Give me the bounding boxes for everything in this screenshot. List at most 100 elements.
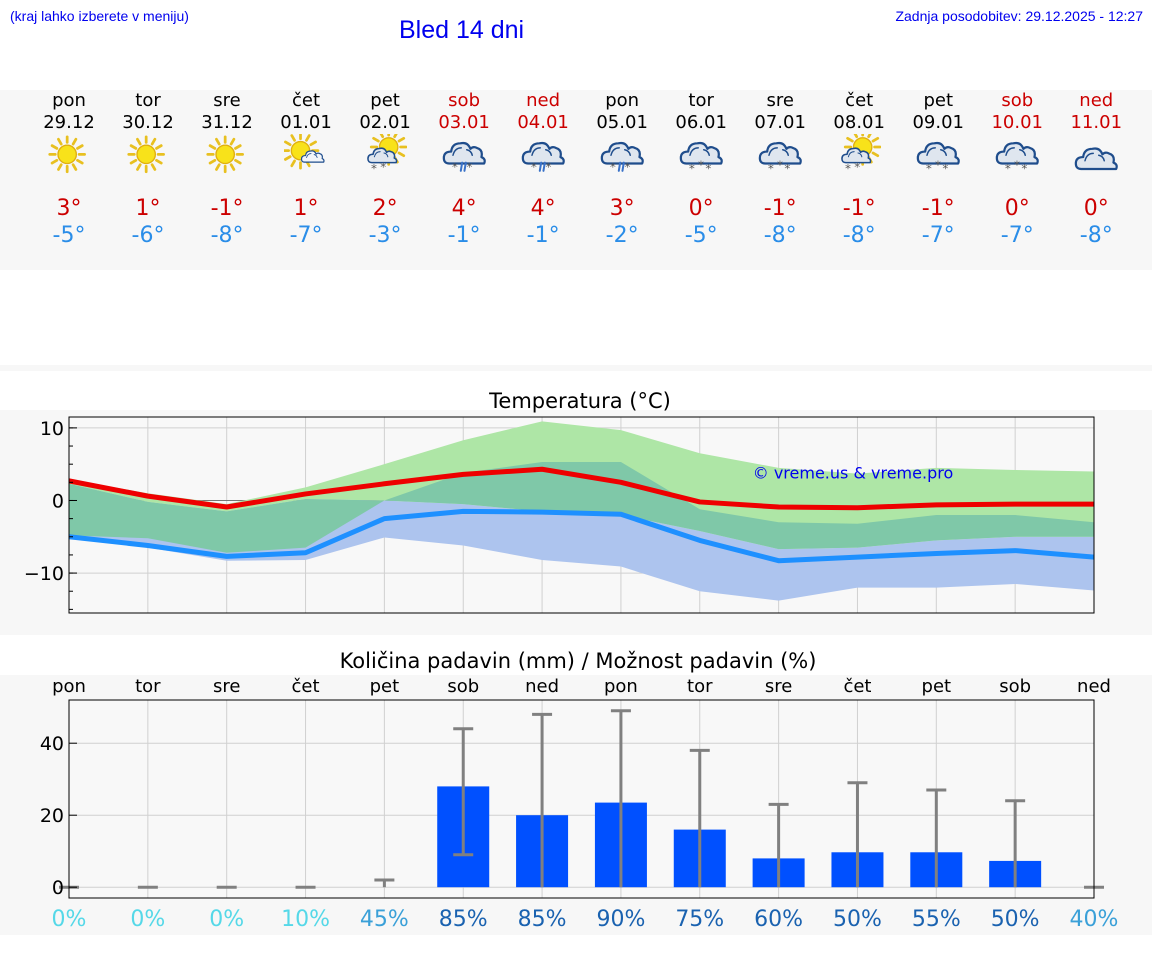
- day-column: pet 02.01 * * 2° -3°: [345, 90, 425, 248]
- precip-probability: 0%: [209, 907, 244, 932]
- cloud-sleet-icon: * *: [442, 141, 486, 174]
- precip-day-label: tor: [687, 676, 713, 697]
- temp-max: 0°: [1004, 196, 1030, 221]
- temp-min: -7°: [1000, 223, 1034, 248]
- day-date: 03.01: [438, 112, 490, 133]
- cloud-icon: [1074, 147, 1119, 171]
- precip-probability: 40%: [1070, 907, 1119, 932]
- precip-probability: 55%: [912, 907, 961, 932]
- day-date: 11.01: [1070, 112, 1123, 133]
- temp-min: -1°: [526, 223, 560, 248]
- temp-min: -5°: [52, 223, 86, 248]
- precip-tick-label: 0: [52, 877, 64, 899]
- day-column: ned 11.01 0° -8°: [1056, 90, 1136, 248]
- temp-max: 4°: [530, 196, 556, 221]
- precip-probability: 60%: [754, 907, 803, 932]
- precip-probability: 45%: [360, 907, 409, 932]
- svg-text:*: *: [625, 160, 631, 174]
- svg-text:*: *: [610, 160, 616, 174]
- location-hint: (kraj lahko izberete v meniju): [10, 8, 189, 24]
- temp-max: 2°: [372, 196, 398, 221]
- precip-day-label: sre: [213, 676, 240, 697]
- svg-text:*: *: [380, 160, 386, 174]
- temp-tick-label: −10: [24, 563, 64, 585]
- svg-text:*: *: [854, 160, 860, 174]
- day-name: ned: [1079, 90, 1114, 111]
- sun-icon: [206, 135, 244, 174]
- temp-max: 1°: [293, 196, 319, 221]
- temp-tick-label: 10: [40, 418, 64, 440]
- svg-text:*: *: [467, 160, 473, 174]
- day-column: sre 07.01 * * * -1° -8°: [740, 90, 820, 248]
- day-column: sob 03.01 * * 4° -1°: [424, 90, 504, 248]
- precipitation-chart-title: Količina padavin (mm) / Možnost padavin …: [340, 649, 817, 673]
- svg-text:*: *: [1005, 162, 1011, 176]
- svg-text:*: *: [706, 162, 712, 176]
- day-date: 06.01: [675, 112, 727, 133]
- svg-text:*: *: [689, 162, 695, 176]
- day-column: čet 01.01 1° -7°: [266, 90, 346, 248]
- svg-text:*: *: [768, 162, 774, 176]
- cloud-sleet-icon: * *: [521, 141, 565, 174]
- day-date: 05.01: [596, 112, 648, 133]
- temp-min: -8°: [1079, 223, 1113, 248]
- svg-text:*: *: [371, 162, 377, 176]
- precip-day-label: pet: [370, 676, 400, 697]
- temp-min: -6°: [131, 223, 165, 248]
- day-name: sob: [448, 90, 480, 111]
- temperature-chart-title: Temperatura (°C): [488, 389, 671, 413]
- day-name: čet: [292, 90, 321, 111]
- temp-max: 0°: [1083, 196, 1109, 221]
- day-column: pet 09.01 * * * -1° -7°: [898, 90, 978, 248]
- svg-text:*: *: [452, 160, 458, 174]
- day-name: čet: [845, 90, 874, 111]
- day-column: ned 04.01 * * 4° -1°: [503, 90, 583, 248]
- day-name: pet: [370, 90, 400, 111]
- temp-max: 0°: [688, 196, 714, 221]
- day-name: sre: [213, 90, 241, 111]
- day-column: sob 10.01 * * * 0° -7°: [977, 90, 1057, 248]
- temp-min: -8°: [763, 223, 797, 248]
- day-name: tor: [135, 90, 161, 111]
- svg-text:*: *: [785, 162, 791, 176]
- temp-max: -1°: [842, 196, 876, 221]
- precip-probability: 50%: [833, 907, 882, 932]
- precip-day-label: sre: [765, 676, 792, 697]
- min-temp-line: [68, 508, 1095, 564]
- svg-text:*: *: [943, 162, 949, 176]
- day-date: 07.01: [754, 112, 806, 133]
- svg-text:*: *: [1014, 158, 1020, 172]
- temp-max: -1°: [210, 196, 244, 221]
- precip-day-label: ned: [1077, 676, 1111, 697]
- temp-plot-frame: [68, 416, 1095, 614]
- day-date: 10.01: [991, 112, 1043, 133]
- precip-probability: 0%: [52, 907, 87, 932]
- sun-cloud-snow-icon: * *: [367, 134, 408, 176]
- day-column: tor 30.12 1° -6°: [108, 90, 188, 248]
- precip-plot-frame: [68, 699, 1095, 899]
- precipitation-chart: Količina padavin (mm) / Možnost padavin …: [40, 649, 1119, 932]
- day-column: sre 31.12 -1° -8°: [187, 90, 267, 248]
- overlap-band: [69, 462, 1094, 553]
- temp-min: -3°: [368, 223, 402, 248]
- precip-day-label: pon: [604, 676, 638, 697]
- temp-max: 1°: [135, 196, 161, 221]
- svg-text:*: *: [926, 162, 932, 176]
- precip-tick-label: 20: [40, 805, 64, 827]
- precip-day-label: čet: [292, 676, 320, 697]
- day-name: pon: [52, 90, 86, 111]
- page-title: Bled 14 dni: [399, 16, 525, 44]
- day-date: 29.12: [43, 112, 95, 133]
- svg-text:*: *: [935, 158, 941, 172]
- precip-probability: 50%: [991, 907, 1040, 932]
- day-date: 01.01: [280, 112, 332, 133]
- forecast-strip: pon 29.12 3° -5° tor 30.12 1° -6° sre 31.12 -1° -8°…: [0, 90, 1152, 270]
- temp-max: 4°: [451, 196, 477, 221]
- precip-day-label: čet: [843, 676, 871, 697]
- day-name: sre: [766, 90, 794, 111]
- cloud-sleet-icon: * *: [600, 141, 644, 174]
- temp-tick-label: 0: [52, 490, 64, 512]
- precip-day-label: sob: [447, 676, 479, 697]
- separator: [0, 365, 1152, 371]
- precip-day-label: ned: [525, 676, 559, 697]
